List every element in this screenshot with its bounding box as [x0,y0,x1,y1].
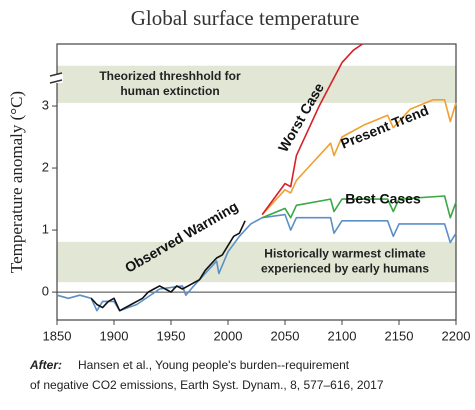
band-label: Historically warmest climate [264,247,426,261]
source-line: Hansen et al., Young people's burden--re… [78,358,350,372]
y-axis-label: Temperature anomaly (°C) [7,91,26,273]
x-tick-label: 1850 [43,328,72,343]
chart-title: Global surface temperature [131,6,360,30]
series-line [56,213,457,312]
band-label: human extinction [120,84,219,98]
x-tick-label: 2100 [328,328,357,343]
y-tick-label: 2 [42,159,49,174]
y-tick-label: 0 [42,284,49,299]
x-tick-label: 1900 [100,328,129,343]
x-tick-label: 2050 [271,328,300,343]
series-line [261,195,457,219]
x-tick-label: 1950 [157,328,186,343]
source-lead: After: [29,358,62,372]
band [57,241,456,283]
axis-break [49,72,63,84]
series-label: Best Cases [345,191,421,207]
band-label: experienced by early humans [261,262,429,276]
series-line [261,99,457,216]
x-tick-label: 2000 [214,328,243,343]
plot-frame [56,43,457,321]
y-tick-label: 1 [42,222,49,237]
series-label: Present Trend [338,102,431,152]
source-line: of negative CO2 emissions, Earth Syst. D… [30,378,384,392]
band-label: Theorized threshhold for [99,69,241,83]
x-tick-label: 2150 [385,328,414,343]
axis-break-gap [51,74,63,83]
series-line [261,43,363,216]
band [57,65,456,103]
y-tick-label: 3 [42,97,49,112]
series-line [90,220,246,312]
x-tick-label: 2200 [442,328,471,343]
